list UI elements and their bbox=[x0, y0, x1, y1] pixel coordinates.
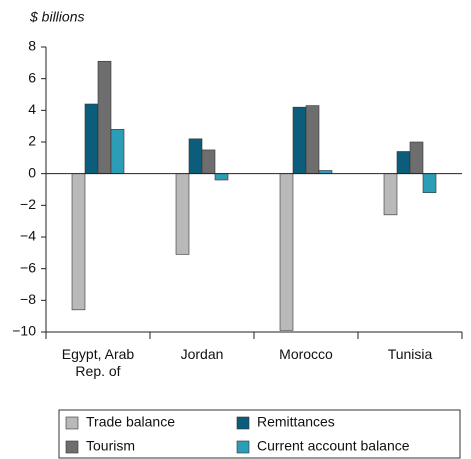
y-tick-label: 4 bbox=[28, 101, 36, 117]
y-tick-label: −4 bbox=[20, 228, 36, 244]
bar bbox=[188, 138, 203, 174]
bar bbox=[292, 106, 307, 174]
bar bbox=[71, 173, 86, 311]
legend-label: Current account balance bbox=[257, 438, 410, 454]
bar bbox=[383, 173, 398, 216]
legend-swatch bbox=[236, 416, 250, 430]
y-tick-label: −6 bbox=[20, 259, 36, 275]
legend-box bbox=[58, 409, 461, 459]
x-tick-label: Jordan bbox=[180, 346, 224, 362]
x-tick-label: Egypt, Arab Rep. of bbox=[61, 346, 135, 379]
legend-swatch bbox=[65, 416, 79, 430]
y-tick-label: 2 bbox=[28, 133, 36, 149]
bar bbox=[214, 173, 229, 181]
bar bbox=[396, 151, 411, 174]
bar bbox=[305, 105, 320, 174]
y-axis-label: $ billions bbox=[29, 9, 84, 25]
bar bbox=[97, 60, 112, 174]
bar bbox=[175, 173, 190, 255]
y-tick-label: 6 bbox=[28, 69, 36, 85]
legend-label: Remittances bbox=[257, 414, 335, 430]
y-tick-label: −8 bbox=[20, 291, 36, 307]
legend-label: Trade balance bbox=[86, 414, 175, 430]
bar bbox=[201, 149, 216, 174]
y-tick-label: −2 bbox=[20, 196, 36, 212]
bar bbox=[84, 103, 99, 174]
bar bbox=[422, 173, 437, 193]
y-tick-label: −10 bbox=[12, 323, 36, 339]
y-tick-label: 8 bbox=[28, 38, 36, 54]
x-tick-label: Morocco bbox=[279, 346, 333, 362]
legend-label: Tourism bbox=[86, 438, 135, 454]
legend-swatch bbox=[65, 440, 79, 454]
y-tick-label: 0 bbox=[28, 164, 36, 180]
legend-swatch bbox=[236, 440, 250, 454]
x-tick-label: Tunisia bbox=[387, 346, 433, 362]
bar bbox=[110, 129, 125, 174]
bar bbox=[409, 141, 424, 174]
bar bbox=[279, 173, 294, 331]
